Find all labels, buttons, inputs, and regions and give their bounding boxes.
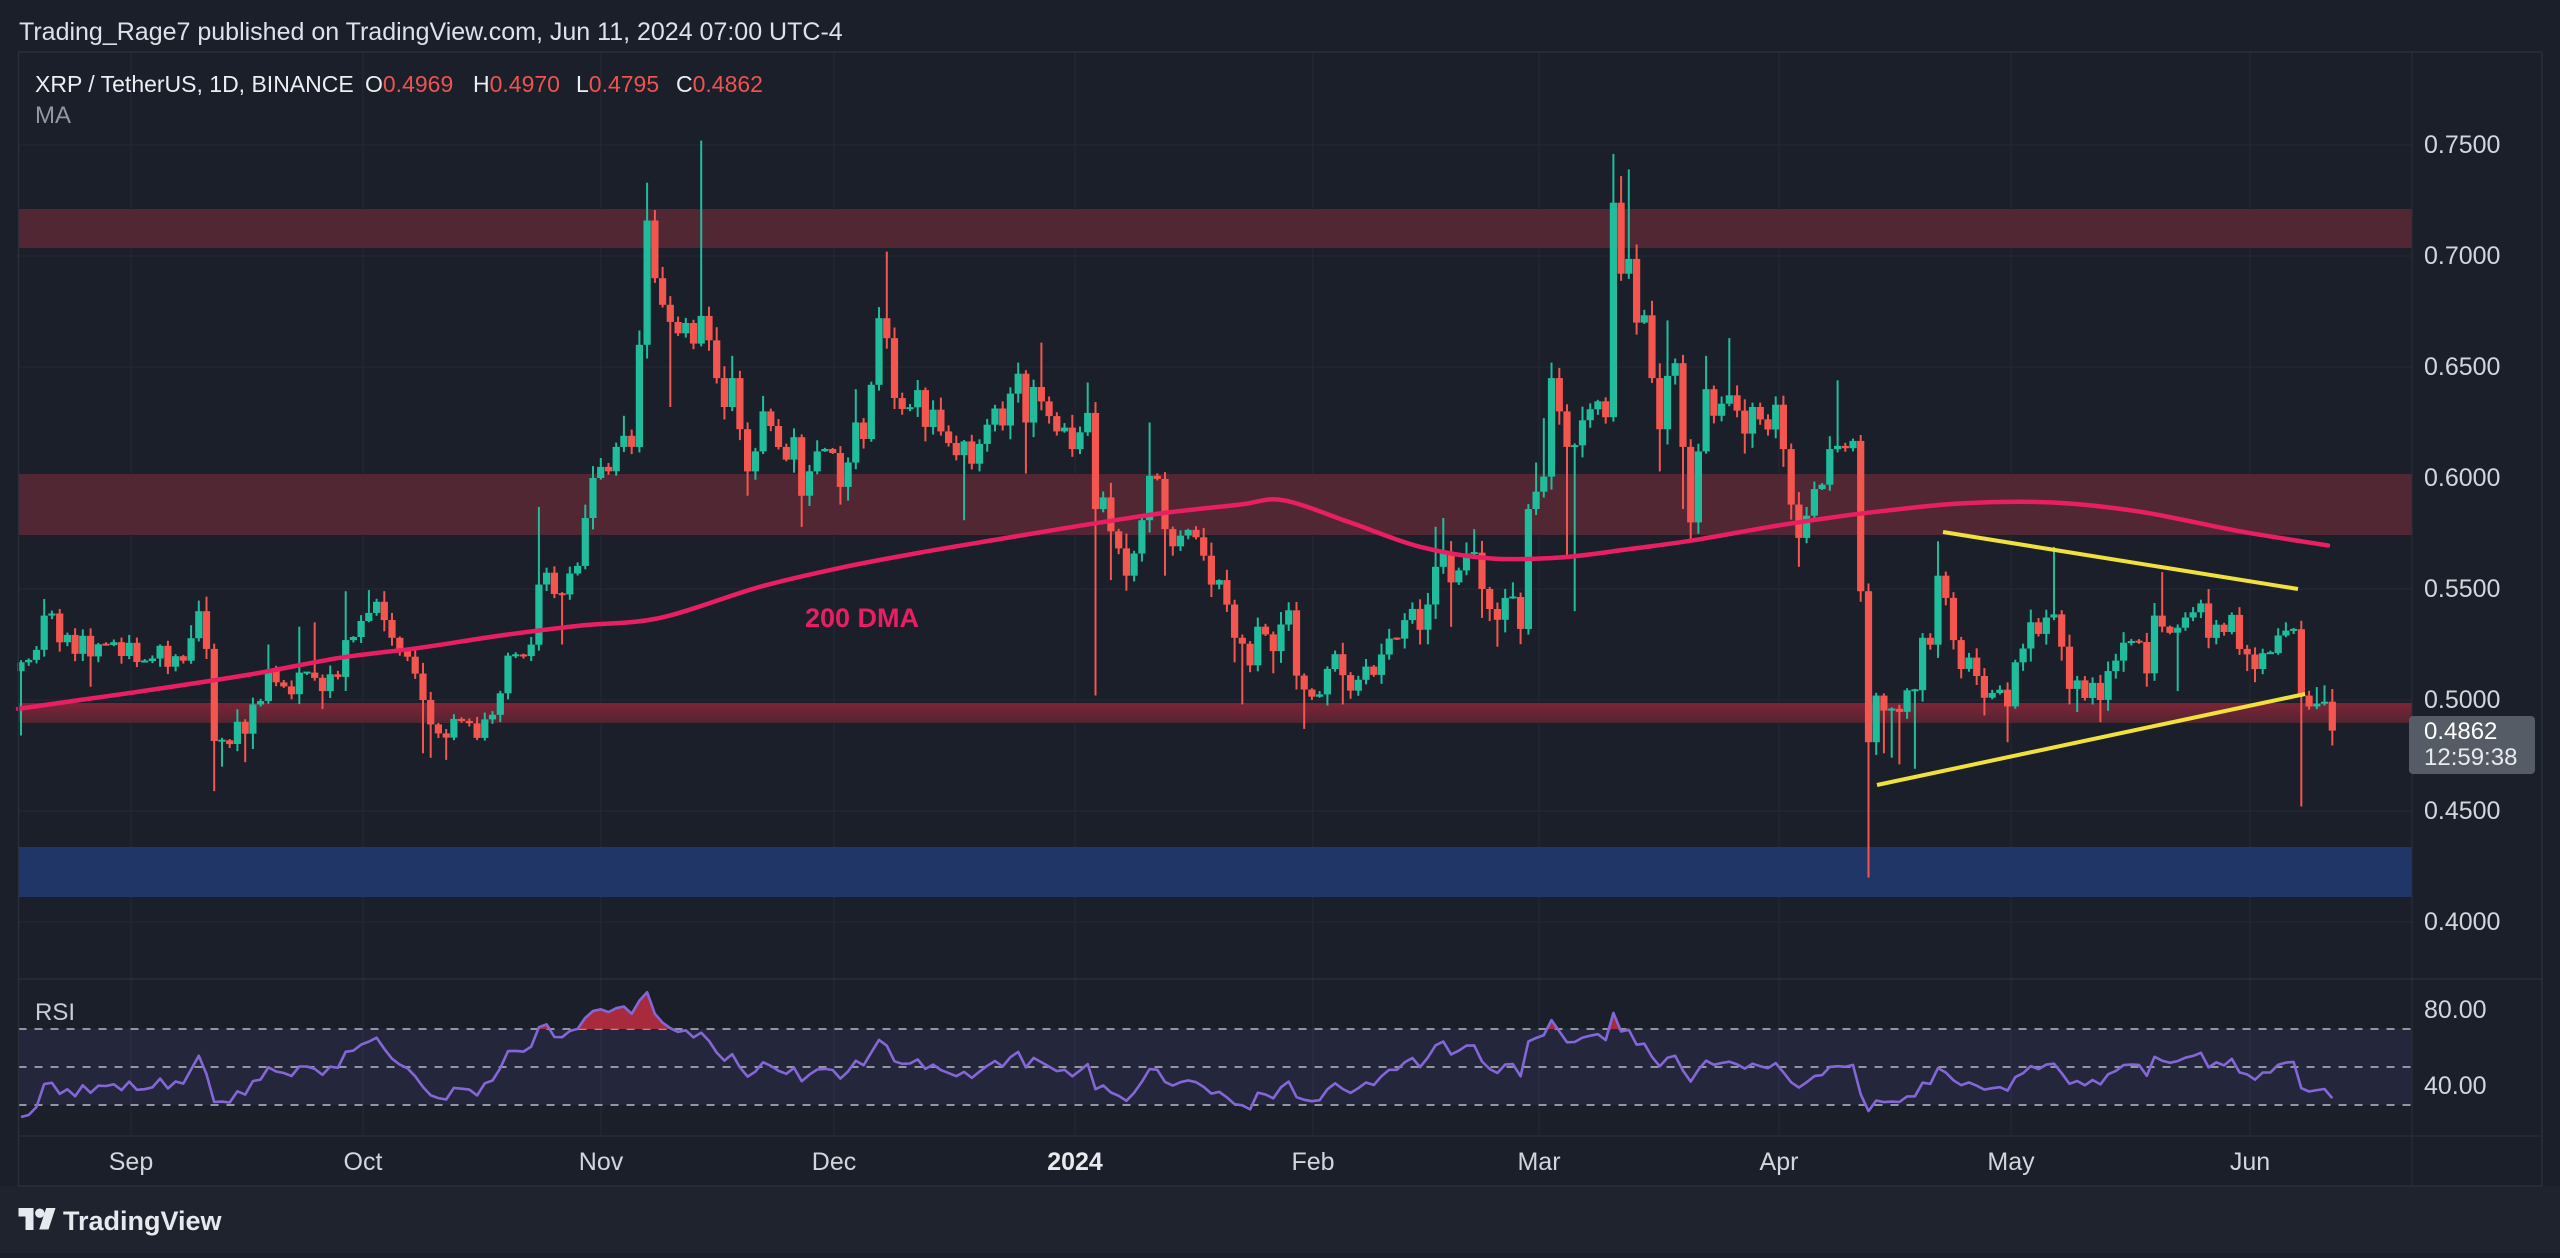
svg-text:Oct: Oct: [344, 1148, 383, 1176]
svg-text:0.6000: 0.6000: [2424, 464, 2500, 492]
svg-text:Nov: Nov: [579, 1148, 624, 1176]
svg-text:Feb: Feb: [1291, 1148, 1334, 1176]
svg-text:12:59:38: 12:59:38: [2424, 744, 2517, 771]
svg-text:Sep: Sep: [109, 1148, 153, 1176]
svg-text:0.5500: 0.5500: [2424, 575, 2500, 603]
svg-text:0.4000: 0.4000: [2424, 908, 2500, 936]
svg-text:0.7500: 0.7500: [2424, 131, 2500, 159]
svg-text:2024: 2024: [1047, 1148, 1103, 1176]
svg-text:MA: MA: [35, 102, 71, 129]
svg-text:Jun: Jun: [2230, 1148, 2270, 1176]
svg-text:0.4500: 0.4500: [2424, 797, 2500, 825]
svg-text:May: May: [1987, 1148, 2035, 1176]
svg-text:Mar: Mar: [1517, 1148, 1560, 1176]
svg-text:0.4862: 0.4862: [2424, 718, 2497, 745]
svg-text:200 DMA: 200 DMA: [805, 603, 919, 633]
svg-text:40.00: 40.00: [2424, 1072, 2487, 1100]
svg-text:0.6500: 0.6500: [2424, 353, 2500, 381]
svg-text:RSI: RSI: [35, 999, 75, 1026]
svg-text:Apr: Apr: [1760, 1148, 1799, 1176]
svg-text:0.7000: 0.7000: [2424, 242, 2500, 270]
svg-text:0.5000: 0.5000: [2424, 686, 2500, 714]
svg-text:80.00: 80.00: [2424, 996, 2487, 1024]
svg-text:TradingView: TradingView: [63, 1206, 223, 1236]
svg-text:Dec: Dec: [812, 1148, 856, 1176]
svg-text:Trading_Rage7 published on Tra: Trading_Rage7 published on TradingView.c…: [19, 18, 843, 46]
